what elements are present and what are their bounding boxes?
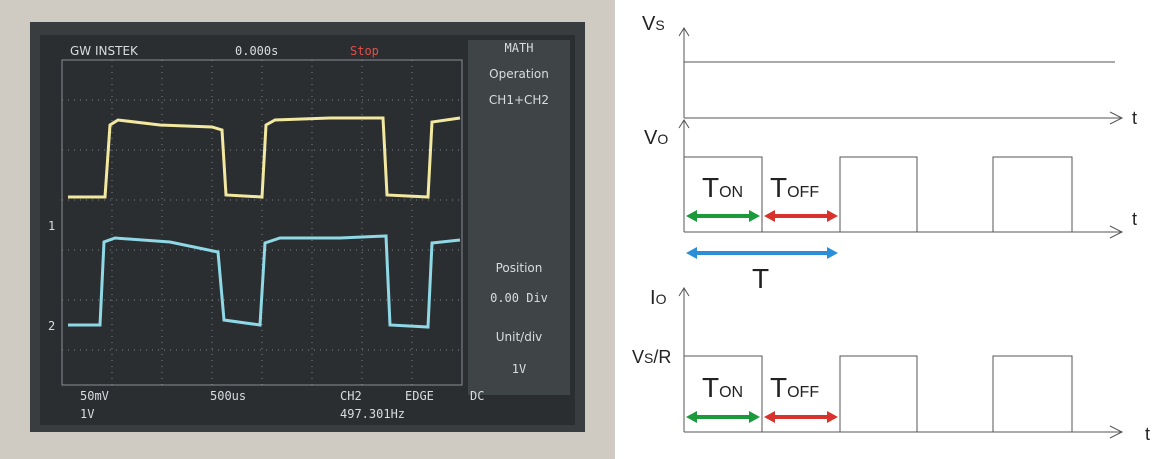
coupling: DC [470, 389, 484, 403]
period-label: T [752, 263, 769, 294]
arrow-head [764, 210, 775, 222]
time-axis-label: t [1132, 209, 1137, 229]
arrow-head [686, 411, 697, 423]
menu-item: Position [496, 261, 543, 275]
channel-marker: 2 [48, 319, 55, 333]
menu-item: 0.00 Div [490, 291, 548, 305]
arrow-head [827, 210, 838, 222]
ch1-scale: 50mV [80, 389, 109, 403]
timebase: 500us [210, 389, 246, 403]
vs-label: VS [642, 13, 665, 35]
pulse [840, 356, 917, 432]
frequency: 497.301Hz [340, 407, 405, 421]
ch2-scale: 1V [80, 407, 94, 421]
channel-marker: 1 [48, 219, 55, 233]
label-sub: S [655, 17, 664, 33]
ton-label: TON [702, 372, 743, 403]
pulse [993, 356, 1072, 432]
label-base: T [702, 172, 719, 203]
label-base: T [770, 372, 787, 403]
run-status: Stop [350, 44, 379, 58]
label-base: T [770, 172, 787, 203]
waveform-diagram [679, 28, 1122, 438]
label-sub: S [644, 350, 653, 366]
pulse [993, 157, 1072, 232]
label-base: T [702, 372, 719, 403]
trigger-type: EDGE [405, 389, 434, 403]
label-sub: OFF [787, 384, 819, 401]
arrow-head [749, 411, 760, 423]
trigger-source: CH2 [340, 389, 362, 403]
arrow-head [686, 247, 697, 259]
arrow-head [764, 411, 775, 423]
vo-label: VO [644, 127, 668, 149]
arrow-head [686, 210, 697, 222]
time-offset: 0.000s [235, 44, 278, 58]
oscilloscope-photo: 1 2 GW INSTEK 0.000s Stop MATH Operation… [0, 0, 615, 459]
label-rest: /R [653, 347, 671, 367]
menu-item: CH1+CH2 [489, 93, 549, 107]
pulse [840, 157, 917, 232]
label-sub: ON [719, 184, 743, 201]
brand: GW INSTEK [70, 44, 139, 58]
label-sub: O [657, 131, 668, 147]
arrow-head [827, 411, 838, 423]
label-sub: ON [719, 384, 743, 401]
level-label: VS/R [632, 347, 671, 367]
menu-title: MATH [505, 41, 534, 55]
label-base: V [644, 127, 658, 149]
label-sub: O [656, 291, 667, 307]
menu-item: Unit/div [496, 330, 543, 344]
time-axis-label: t [1132, 108, 1137, 128]
label-sub: OFF [787, 184, 819, 201]
label-base: V [632, 347, 644, 367]
menu-item: Operation [489, 67, 549, 81]
menu-item: 1V [512, 362, 526, 376]
toff-label: TOFF [770, 172, 819, 203]
io-label: IO [650, 287, 667, 309]
toff-label: TOFF [770, 372, 819, 403]
figure: 1 2 GW INSTEK 0.000s Stop MATH Operation… [0, 0, 1157, 459]
ton-label: TON [702, 172, 743, 203]
arrow-head [749, 210, 760, 222]
label-base: V [642, 13, 656, 35]
arrow-head [827, 247, 838, 259]
time-axis-label: t [1145, 424, 1150, 444]
